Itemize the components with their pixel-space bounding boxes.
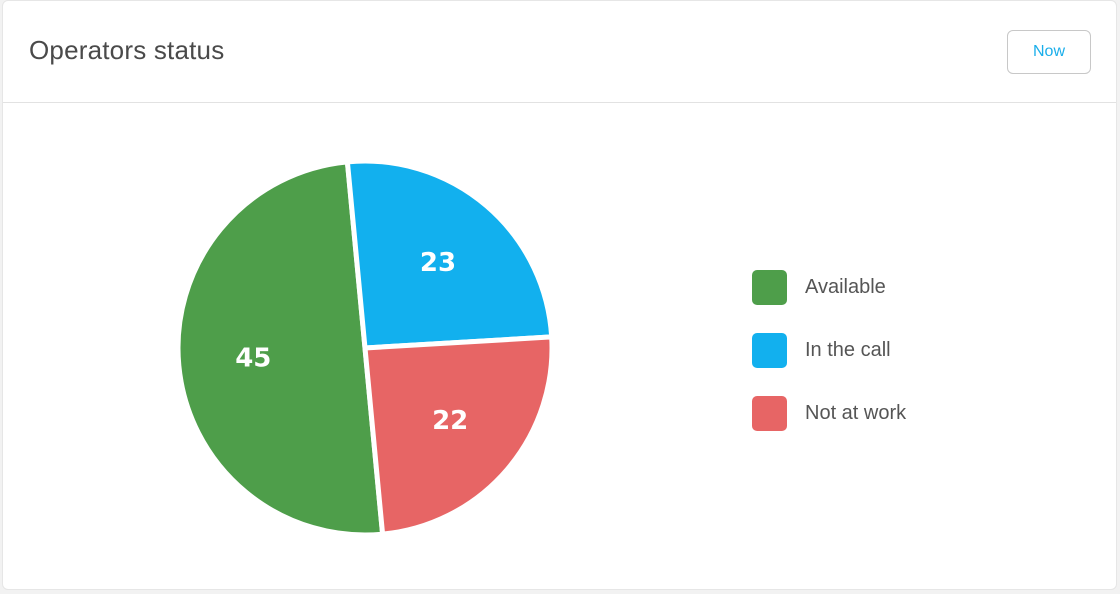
card-header: Operators status Now [3,1,1116,103]
pie-chart: 45 23 22 [175,158,555,538]
legend: Available In the call Not at work [752,269,906,458]
legend-label-available: Available [805,275,886,298]
chart-area: 45 23 22 Available In the call Not at work [3,103,1118,589]
pie-value-label-in-the-call: 23 [420,248,456,278]
pie-value-label-not-at-work: 22 [432,406,468,436]
now-button[interactable]: Now [1007,30,1091,74]
pie-slice-available [175,159,386,538]
legend-label-in-the-call: In the call [805,338,891,361]
card-title: Operators status [29,35,225,65]
pie-slice-in-the-call [344,158,555,351]
legend-item-not-at-work: Not at work [752,395,906,431]
legend-swatch-not-at-work [752,395,787,431]
legend-swatch-available [752,269,787,305]
legend-label-not-at-work: Not at work [805,401,907,424]
pie-slice-not-at-work [362,334,555,537]
pie-value-label-available: 45 [235,344,271,374]
legend-item-in-the-call: In the call [752,332,906,368]
legend-swatch-in-the-call [752,332,787,368]
legend-item-available: Available [752,269,906,305]
